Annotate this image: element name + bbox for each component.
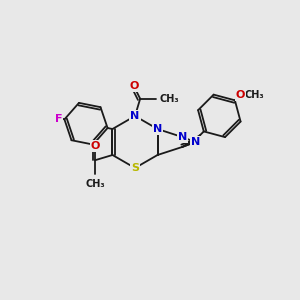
Text: CH₃: CH₃ [159,94,179,104]
Text: N: N [130,111,140,121]
Text: N: N [190,137,200,147]
Text: F: F [55,114,62,124]
Text: CH₃: CH₃ [244,90,264,100]
Text: O: O [129,81,139,91]
Text: O: O [236,90,245,100]
Text: N: N [178,132,187,142]
Text: O: O [91,141,100,151]
Text: CH₃: CH₃ [85,179,105,189]
Text: N: N [153,124,162,134]
Text: S: S [131,163,139,173]
